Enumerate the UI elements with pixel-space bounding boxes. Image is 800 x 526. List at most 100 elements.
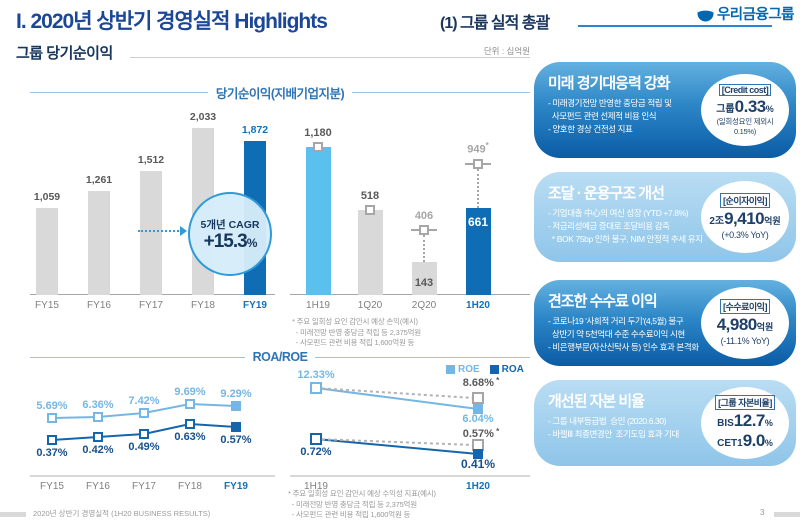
svg-text:7.42%: 7.42%	[128, 395, 159, 407]
chart-title: 당기순이익(지배기업지분)	[215, 87, 345, 101]
bar-1Q20	[358, 210, 383, 295]
metric-note: (+0.3% YoY)	[721, 229, 769, 240]
highlight-bullets: - 코로나19 '사회적 거리 두기'(4,5월) 불구 상반기 약 5천억대 …	[548, 315, 782, 353]
stem-2Q20	[423, 235, 425, 262]
x-label-FY18: FY18	[191, 300, 215, 311]
metric-row: 그룹 0.33%	[716, 96, 774, 116]
metric-tag: [순이자이익]	[720, 193, 770, 209]
svg-text:FY16: FY16	[86, 481, 110, 492]
legend-roe-label: ROE	[458, 364, 480, 375]
footnote-line: * 주요 일회성 요인 감안시 예상 손익(예시)	[292, 317, 418, 326]
x-label-FY16: FY16	[87, 300, 111, 311]
bullet-line: 사모펀드 관련 선제적 비용 인식	[548, 110, 657, 121]
bullet-line: - 기업대출 中心의 여신 성장 (YTD +7.8%)	[548, 208, 689, 218]
highlight-title: 개선된 자본 비율	[548, 393, 645, 410]
metric-oval: [순이자이익] 2조 9,410 억원 (+0.3% YoY)	[701, 181, 789, 253]
metric-row: 2조 9,410 억원	[709, 209, 781, 229]
cagr-bubble: 5개년 CAGR +15.3%	[188, 192, 272, 276]
svg-text:0.49%: 0.49%	[128, 441, 159, 453]
highlight-bullets: - 미래경기전망 반영한 충당금 적립 및 사모펀드 관련 선제적 비용 인식 -…	[548, 97, 782, 135]
x-axis	[290, 294, 530, 295]
bar-value-1H20: 661	[467, 215, 489, 229]
svg-text:FY19: FY19	[224, 481, 248, 492]
x-label-FY17: FY17	[139, 300, 163, 311]
roe-legend-marker	[446, 365, 455, 374]
half-year-roe-roa-chart: 12.33% 8.68% * 6.04% 0.72% 0.57% * 0.41% 1H19 1…	[285, 365, 530, 495]
header-rule	[578, 25, 772, 27]
svg-text:0.63%: 0.63%	[174, 431, 205, 443]
svg-text:6.36%: 6.36%	[82, 399, 113, 411]
bullet-line: 상반기 약 5천억대 수준 수수료이익 시현	[548, 328, 685, 339]
svg-text:0.37%: 0.37%	[36, 447, 67, 459]
metric-row: 4,980 억원	[716, 315, 774, 335]
legend-roa-label: ROA	[501, 364, 524, 375]
highlight-title: 조달 · 운용구조 개선	[548, 185, 665, 202]
half-year-net-income-chart: 1,180 1H19 518 1Q20 143 406 2Q20 661 949* 1H20	[290, 100, 530, 311]
svg-text:0.57% *: 0.57% *	[463, 427, 500, 440]
chart-legend: ROE ROA	[446, 364, 524, 375]
bar-value-FY18: 2,033	[189, 111, 217, 123]
bar-value-1Q20: 518	[360, 190, 380, 202]
bullet-line: - 비은행부문(자산신탁사 등) 인수 효과 본격화	[548, 341, 699, 352]
metric-note: (-11.1% YoY)	[720, 335, 770, 346]
footnote-line: - 사모펀드 관련 비용 적립 1,600억원 등	[288, 510, 411, 519]
svg-text:0.41%: 0.41%	[461, 457, 495, 471]
x-label-FY15: FY15	[35, 300, 59, 311]
cagr-arrow-head	[180, 226, 187, 236]
bullet-line: - 그룹 내부등급법 승인 (2020.6.30)	[548, 416, 667, 426]
svg-text:9.29%: 9.29%	[220, 388, 251, 400]
logo: 우리금융그룹	[697, 3, 795, 24]
cagr-arrow	[138, 230, 182, 232]
metric-tag: [수수료이익]	[720, 299, 770, 315]
bar-1H20	[466, 208, 491, 295]
svg-text:FY17: FY17	[132, 481, 156, 492]
svg-text:FY18: FY18	[178, 481, 202, 492]
footer-bar-left	[0, 512, 26, 517]
svg-text:1H19: 1H19	[304, 481, 328, 492]
stem-1H20	[477, 169, 479, 208]
section-title: 그룹 당기순이익	[16, 45, 113, 62]
bar-value-FY16: 1,261	[85, 174, 113, 186]
legend-roe: ROE	[446, 364, 480, 375]
bar-value-FY17: 1,512	[137, 154, 165, 166]
svg-text:0.42%: 0.42%	[82, 444, 113, 456]
chart-title: ROA/ROE	[252, 350, 308, 364]
cagr-value: +15.3%	[203, 230, 258, 252]
footer-bar-right	[774, 512, 800, 517]
x-label-FY19: FY19	[243, 300, 267, 311]
metric-tag: [그룹 자본비율]	[715, 395, 775, 411]
svg-text:0.72%: 0.72%	[300, 446, 331, 458]
roa-legend-marker	[489, 365, 499, 374]
bar-value-FY19: 1,872	[241, 124, 269, 136]
footnote-line: - 미래전망 반영 충당금 적립 등 2,375억원	[292, 327, 421, 337]
roa-roe-divider: ROA/ROE	[30, 350, 530, 364]
chart-footnote: * 주요 일회성 요인 감안시 예상 수익성 지표(예시) - 미래전망 반영 …	[288, 489, 436, 521]
svg-text:6.04%: 6.04%	[462, 413, 493, 425]
bullet-line: - 양호한 경상 건전성 지표	[548, 123, 633, 134]
highlight-box-3: 견조한 수수료 이익 - 코로나19 '사회적 거리 두기'(4,5월) 불구 상…	[534, 280, 796, 366]
net-income-divider: 당기순이익(지배기업지분)	[30, 83, 531, 102]
metric-row: CET1 9.0%	[717, 431, 773, 450]
bullet-line: - 미래경기전망 반영한 충당금 적립 및	[548, 98, 672, 108]
bullet-line: - 저금리성예금 증대로 조달비용 감축	[548, 220, 670, 231]
bar-FY17	[140, 171, 162, 295]
highlight-box-4: 개선된 자본 비율 - 그룹 내부등급법 승인 (2020.6.30) - 바젤Ⅲ …	[534, 380, 796, 466]
highlight-bullets: - 기업대출 中心의 여신 성장 (YTD +7.8%) - 저금리성예금 증대로…	[548, 207, 782, 245]
highlight-box-2: 조달 · 운용구조 개선 - 기업대출 中心의 여신 성장 (YTD +7.8%)…	[534, 172, 796, 262]
metric-oval: [수수료이익] 4,980 억원 (-11.1% YoY)	[701, 287, 789, 359]
adjusted-value-1H20: 949*	[467, 141, 489, 156]
annual-roa-roe-svg: 5.69% 6.36% 7.42% 9.69% 9.29% 0.37% 0.42% 0.49%…	[30, 386, 275, 492]
svg-text:FY15: FY15	[40, 481, 64, 492]
footnote-line: - 사모펀드 관련 비용 적립 1,600억원 등	[292, 338, 415, 347]
highlight-bullets: - 그룹 내부등급법 승인 (2020.6.30) - 바젤Ⅲ 최종변경안 조기도…	[548, 415, 782, 441]
adjusted-marker-1H20	[465, 158, 491, 170]
half-year-roe-roa-svg: 12.33% 8.68% * 6.04% 0.72% 0.57% * 0.41% 1H19 1…	[290, 369, 530, 492]
annual-roa-roe-chart: 5.69% 6.36% 7.42% 9.69% 9.29% 0.37% 0.42% 0.49%…	[16, 365, 280, 495]
bar-value-1H19: 1,180	[304, 127, 332, 139]
metric-oval: [Credit cost] 그룹 0.33% (일회성요인 제외시 0.15%)	[701, 74, 789, 146]
page-title: I. 2020년 상반기 경영실적 Highlights	[16, 10, 328, 33]
logo-text: 우리금융그룹	[716, 7, 795, 23]
highlight-title: 견조한 수수료 이익	[548, 293, 658, 310]
metric-note: (일회성요인 제외시 0.15%)	[716, 117, 774, 136]
cagr-label: 5개년 CAGR	[200, 218, 260, 231]
